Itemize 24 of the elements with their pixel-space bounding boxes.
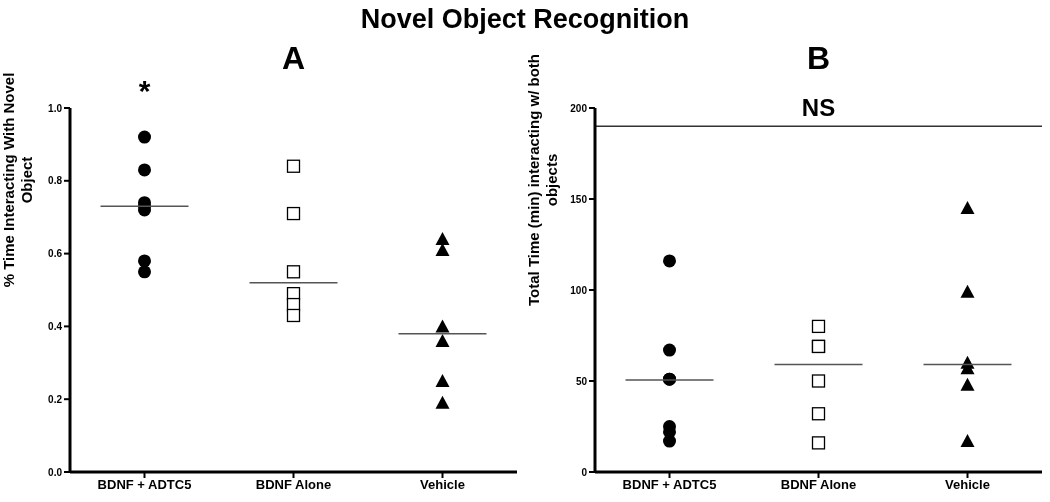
y-tick-label: 0 xyxy=(581,466,588,478)
x-tick-label: BDNF Alone xyxy=(780,477,857,493)
x-tick-label: Vehicle xyxy=(420,477,465,493)
y-tick-label: 0.0 xyxy=(48,466,63,478)
y-tick-label: 1.0 xyxy=(48,102,63,114)
y-axis-title: Total Time (min) interacting w/ both objects xyxy=(525,54,560,306)
y-tick-label: 0.8 xyxy=(48,175,63,187)
x-tick-label: BDNF + ADTC5 xyxy=(97,477,192,493)
y-tick-label: 100 xyxy=(570,284,588,296)
y-tick-label: 0.4 xyxy=(48,320,63,332)
y-tick-label: 200 xyxy=(570,102,588,114)
y-axis-title: % Time Interacting With Novel Object xyxy=(0,72,35,288)
x-tick-label: BDNF + ADTC5 xyxy=(622,477,717,493)
y-tick-label: 50 xyxy=(575,375,588,387)
ref-line-label: NS xyxy=(801,94,836,122)
x-tick-label: Vehicle xyxy=(945,477,990,493)
x-tick-label: BDNF Alone xyxy=(255,477,332,493)
y-tick-label: 0.6 xyxy=(48,248,63,260)
y-tick-label: 0.2 xyxy=(48,393,63,405)
chart-subtitle: B xyxy=(805,40,832,77)
chart-title: Novel Object Recognition xyxy=(359,4,691,35)
y-tick-label: 150 xyxy=(570,193,588,205)
text: * xyxy=(137,74,152,108)
chart-subtitle: A xyxy=(281,40,306,76)
